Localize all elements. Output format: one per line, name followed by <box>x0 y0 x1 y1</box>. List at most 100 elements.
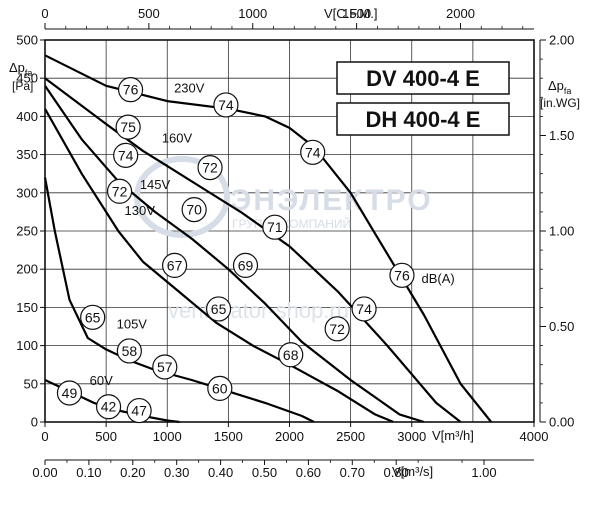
noise-marker-circle <box>152 354 178 380</box>
top-tick-label: 0 <box>41 6 48 21</box>
series-line-160v <box>44 77 462 423</box>
noise-marker-label: 75 <box>120 119 136 135</box>
noise-marker: 76 <box>117 77 144 103</box>
noise-marker-circle <box>207 375 233 401</box>
watermark: ЭНЭЛЕКТРО ГРУППА КОМПАНИЙ ventilyator-sh… <box>134 156 433 323</box>
noise-marker: 65 <box>205 296 232 322</box>
noise-marker: 72 <box>197 154 223 181</box>
noise-marker-label: 49 <box>62 385 78 401</box>
annotations: 230V 160V 145V 130V 105V 60V 76 74 74 75 72 71 76 74 7… <box>56 77 455 424</box>
noise-marker-label: 72 <box>112 183 128 199</box>
voltage-label: 230V <box>174 81 205 96</box>
noise-marker-circle <box>205 296 232 322</box>
noise-marker: 74 <box>113 142 139 168</box>
noise-marker-circle <box>324 316 350 342</box>
noise-marker-circle <box>161 252 188 278</box>
noise-marker-label: 74 <box>305 144 321 160</box>
right-axis-unit: [in.WG] <box>540 96 580 110</box>
noise-marker: 57 <box>152 354 178 380</box>
noise-marker-label: 72 <box>202 160 218 176</box>
noise-marker-circle <box>232 252 259 278</box>
noise-marker: 71 <box>262 214 288 240</box>
noise-marker-circle <box>197 154 223 181</box>
noise-marker-label: 65 <box>85 309 101 325</box>
noise-marker-label: 76 <box>123 82 139 98</box>
secondary-tick-label: 0.60 <box>296 465 321 480</box>
noise-marker: 70 <box>181 197 207 223</box>
secondary-tick-label: 0.80 <box>384 465 409 480</box>
voltage-label: 160V <box>162 130 193 145</box>
voltage-label: 145V <box>140 177 171 192</box>
right-tick-label: 1.50 <box>549 128 574 143</box>
noise-marker-circle <box>56 380 83 406</box>
secondary-tick-label: 0.50 <box>252 465 277 480</box>
noise-marker-circle <box>126 397 152 424</box>
noise-marker-label: 69 <box>238 257 254 273</box>
y-tick-label: 450 <box>16 71 38 86</box>
secondary-tick-label: 1.00 <box>471 465 496 480</box>
y-tick-label: 150 <box>16 300 38 315</box>
x-tick-label: 0 <box>41 429 48 444</box>
bottom-axis-unit: V[m³/h] <box>432 428 474 443</box>
y-tick-label: 400 <box>16 109 38 124</box>
y-tick-label: 50 <box>24 376 38 391</box>
noise-marker-label: 67 <box>167 257 183 273</box>
noise-marker-circle <box>300 139 326 165</box>
x-tick-label: 500 <box>95 429 117 444</box>
noise-marker-label: 68 <box>283 347 299 363</box>
noise-marker: 67 <box>161 252 188 278</box>
noise-marker: 74 <box>351 296 377 322</box>
right-tick-label: 0.00 <box>549 415 574 430</box>
x-tick-label: 4000 <box>520 429 549 444</box>
noise-marker: 72 <box>324 316 350 342</box>
series-line-145v <box>44 85 425 424</box>
noise-marker-circle <box>115 114 141 140</box>
y-tick-label: 350 <box>16 147 38 162</box>
voltage-label: 60V <box>90 373 113 388</box>
noise-marker-circle <box>106 178 133 204</box>
secondary-tick-label: 0.20 <box>120 465 145 480</box>
top-tick-label: 2000 <box>446 6 475 21</box>
noise-marker-circle <box>351 296 377 322</box>
noise-marker-circle <box>80 304 106 330</box>
noise-marker: 47 <box>126 397 152 424</box>
watermark-brand: ЭНЭЛЕКТРО <box>230 184 433 217</box>
voltage-label: 130V <box>125 203 156 218</box>
noise-marker: 68 <box>278 342 304 368</box>
noise-marker: 69 <box>232 252 259 278</box>
db-unit-label: dB(A) <box>422 271 455 286</box>
noise-marker-label: 47 <box>131 403 147 419</box>
y-tick-label: 0 <box>31 415 38 430</box>
noise-marker-circle <box>278 342 304 368</box>
top-tick-label: 1000 <box>238 6 267 21</box>
noise-marker: 49 <box>56 380 83 406</box>
top-tick-label: 500 <box>138 6 160 21</box>
noise-marker: 58 <box>116 338 142 364</box>
series-line-105v <box>43 177 315 423</box>
voltage-label: 105V <box>117 317 148 332</box>
noise-marker-circle <box>113 142 139 168</box>
model-label-1: DV 400-4 E <box>366 66 480 91</box>
noise-marker-circle <box>116 338 142 364</box>
noise-marker-label: 74 <box>356 301 372 317</box>
x-tick-label: 1000 <box>153 429 182 444</box>
right-tick-label: 2.00 <box>549 33 574 48</box>
noise-marker-label: 60 <box>212 380 228 396</box>
right-tick-label: 1.00 <box>549 224 574 239</box>
noise-marker: 60 <box>207 375 233 401</box>
y-tick-label: 100 <box>16 338 38 353</box>
noise-marker-label: 58 <box>122 343 138 359</box>
secondary-tick-label: 0.00 <box>32 465 57 480</box>
secondary-axis-unit: V[m³/s] <box>392 464 433 479</box>
noise-marker: 74 <box>213 92 239 118</box>
series-line-130v <box>44 108 394 424</box>
secondary-tick-label: 0.40 <box>208 465 233 480</box>
noise-marker-label: 65 <box>211 301 227 317</box>
noise-marker-circle <box>213 92 239 118</box>
noise-marker-circle <box>262 214 288 240</box>
watermark-site: ventilyator-shop.ru <box>168 298 349 323</box>
right-tick-label: 0.50 <box>549 319 574 334</box>
